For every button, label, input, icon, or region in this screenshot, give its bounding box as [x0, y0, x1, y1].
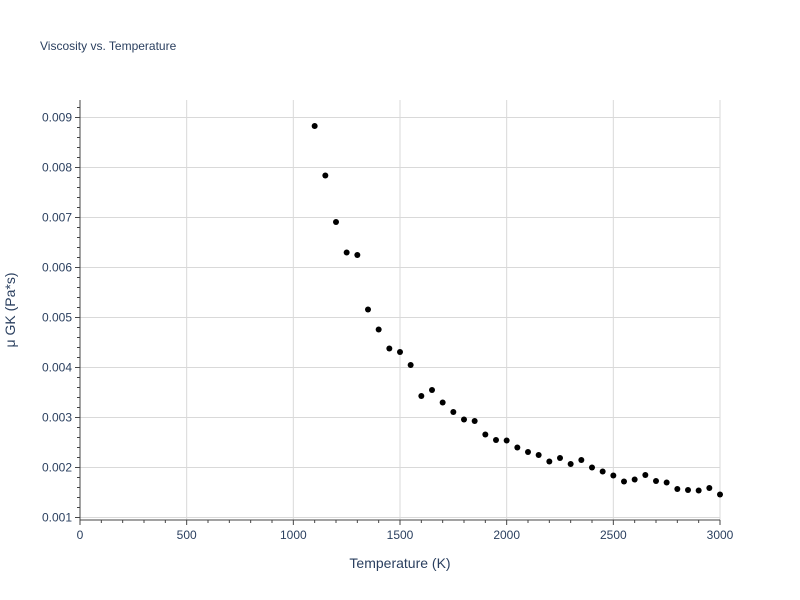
data-point: [632, 477, 638, 483]
data-point: [696, 488, 702, 494]
data-point: [600, 469, 606, 475]
data-point: [386, 346, 392, 352]
data-point: [621, 479, 627, 485]
y-tick-label: 0.002: [42, 461, 72, 475]
y-tick-label: 0.001: [42, 511, 72, 525]
scatter-chart: Viscosity vs. Temperature 0 500 1000 1500 20…: [0, 0, 800, 600]
x-tick-label: 500: [177, 528, 197, 542]
data-point: [717, 492, 723, 498]
data-point: [610, 473, 616, 479]
x-tick-label: 3000: [707, 528, 734, 542]
data-point: [354, 252, 360, 258]
data-point: [312, 123, 318, 129]
data-point: [525, 449, 531, 455]
data-point: [493, 437, 499, 443]
data-point: [376, 327, 382, 333]
data-point: [461, 417, 467, 423]
y-tick-label: 0.004: [42, 361, 72, 375]
data-point: [514, 445, 520, 451]
data-point: [664, 480, 670, 486]
data-point: [685, 487, 691, 493]
data-point: [408, 362, 414, 368]
data-point: [578, 457, 584, 463]
data-point: [450, 409, 456, 415]
data-point: [653, 478, 659, 484]
data-point: [418, 393, 424, 399]
y-tick-label: 0.006: [42, 261, 72, 275]
x-tick-label: 2500: [600, 528, 627, 542]
x-axis-title: Temperature (K): [349, 555, 450, 571]
data-point: [568, 461, 574, 467]
y-tick-label: 0.008: [42, 161, 72, 175]
data-point: [504, 438, 510, 444]
x-tick-label: 1500: [387, 528, 414, 542]
data-point: [333, 219, 339, 225]
x-tick-label: 2000: [493, 528, 520, 542]
data-point: [472, 418, 478, 424]
data-point: [365, 307, 371, 313]
x-tick-label: 1000: [280, 528, 307, 542]
data-point: [589, 465, 595, 471]
y-tick-label: 0.003: [42, 411, 72, 425]
y-axis-title: μ GK (Pa*s): [2, 273, 18, 348]
y-tick-label: 0.005: [42, 311, 72, 325]
data-point: [440, 400, 446, 406]
data-point: [322, 173, 328, 179]
data-point: [482, 432, 488, 438]
chart-title: Viscosity vs. Temperature: [40, 39, 177, 53]
data-point: [344, 250, 350, 256]
data-point: [397, 349, 403, 355]
data-point: [429, 387, 435, 393]
data-point: [557, 455, 563, 461]
data-point: [642, 472, 648, 478]
y-tick-label: 0.009: [42, 111, 72, 125]
data-point: [674, 486, 680, 492]
x-tick-label: 0: [77, 528, 84, 542]
data-point: [706, 485, 712, 491]
data-point: [536, 452, 542, 458]
data-point: [546, 459, 552, 465]
y-tick-label: 0.007: [42, 211, 72, 225]
